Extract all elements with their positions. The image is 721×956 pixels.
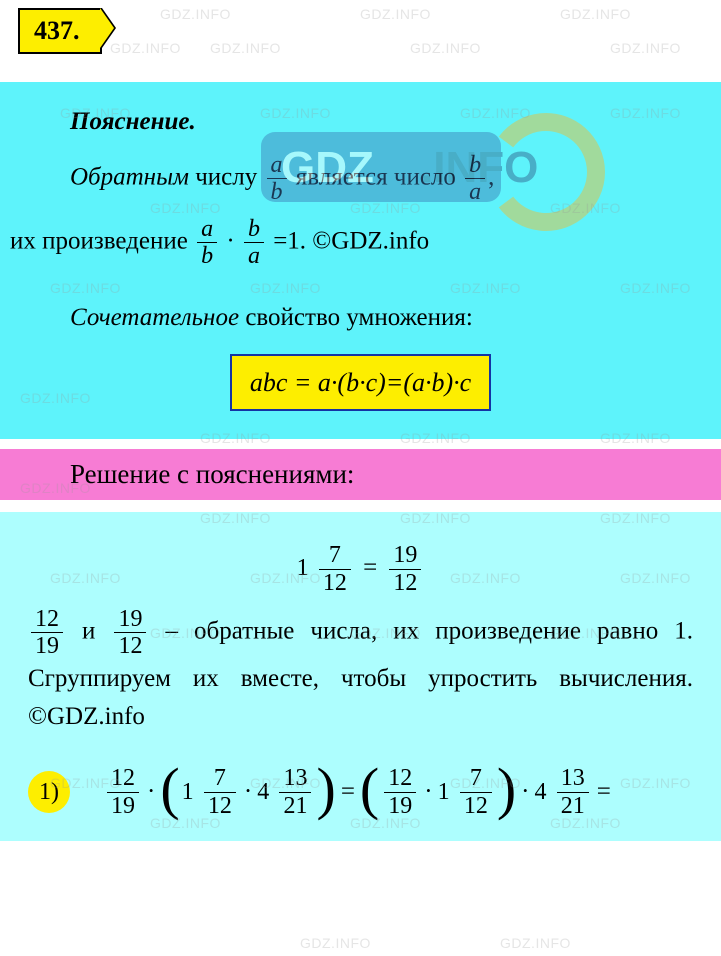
left-paren-icon: (	[160, 763, 179, 815]
fraction-19-12: 19 12	[114, 606, 146, 660]
right-paren-icon: )	[316, 763, 335, 815]
gdz-logo-watermark: GDZ .INFO	[261, 112, 641, 232]
mixed-to-improper: 1 7 12 = 19 12	[28, 542, 693, 596]
problem-number: 437.	[34, 16, 80, 45]
svg-text:.INFO: .INFO	[421, 143, 538, 192]
explanation-section: GDZ .INFO Пояснение. Обратным числу a b …	[0, 82, 721, 439]
svg-text:GDZ: GDZ	[281, 143, 374, 192]
associative-property-heading: Сочетательное свойство умножения:	[30, 298, 691, 338]
fraction-a-b-2: a b	[197, 216, 217, 270]
step-1-equation: 1) 12 19 · ( 1 7 12 · 4 13 21 ) = ( 12 1	[28, 765, 693, 819]
solution-section: 1 7 12 = 19 12 12 19 и 19 12 – обратные …	[0, 512, 721, 841]
solution-heading: Решение с пояснениями:	[70, 459, 354, 489]
associative-formula-box: abc = a·(b·c)=(a·b)·c	[230, 354, 491, 412]
problem-number-badge: 437.	[18, 8, 102, 54]
left-paren-2-icon: (	[360, 763, 379, 815]
item-1-badge: 1)	[28, 771, 70, 813]
fraction-12-19: 12 19	[31, 606, 63, 660]
solution-heading-bar: Решение с пояснениями:	[0, 449, 721, 500]
right-paren-2-icon: )	[497, 763, 516, 815]
reciprocal-pair-text: 12 19 и 19 12 – обратные числа, их произ…	[28, 606, 693, 737]
